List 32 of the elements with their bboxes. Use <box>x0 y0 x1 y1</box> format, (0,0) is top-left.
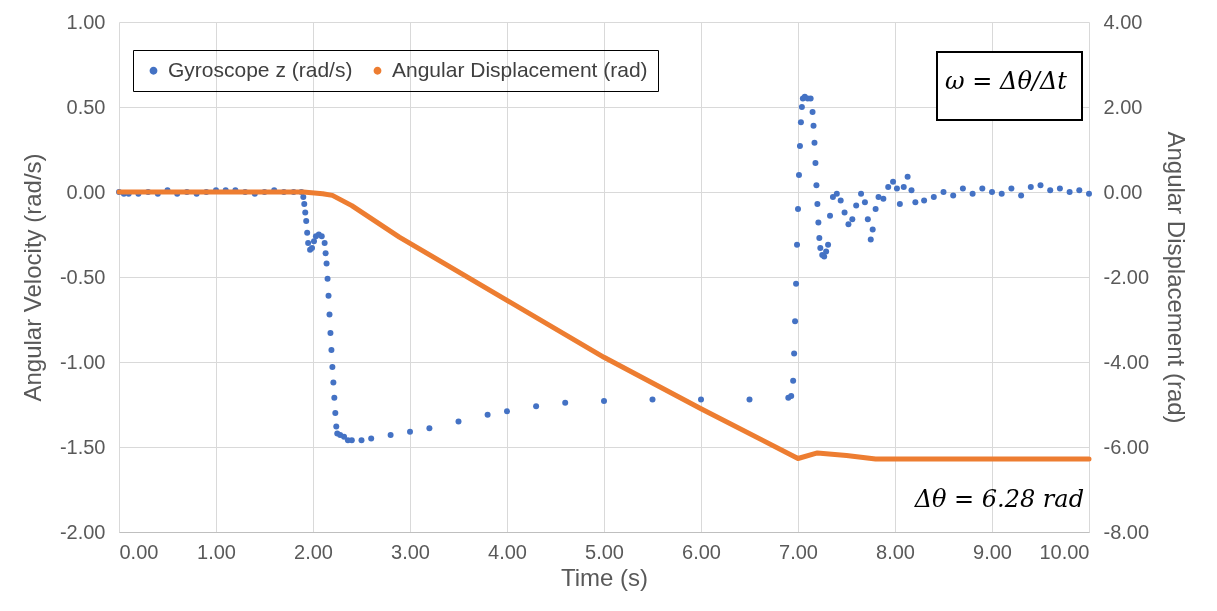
x-tick-label: 4.00 <box>488 540 527 563</box>
y-tick-label: -2.00 <box>59 520 106 543</box>
x-tick-label: 6.00 <box>682 540 721 563</box>
y-tick-label: 0.50 <box>66 95 106 118</box>
y-tick-label: -1.00 <box>59 350 106 373</box>
y2-tick-label: -6.00 <box>1103 435 1150 458</box>
annotation: Δθ = 6.28 rad <box>913 485 1084 513</box>
y-axis-title: Angular Velocity (rad/s) <box>18 153 46 402</box>
y2-tick-label: -4.00 <box>1103 350 1150 373</box>
y-tick-label: -0.50 <box>59 265 106 288</box>
x-tick-label: 0.00 <box>119 540 159 563</box>
annotation: ω = Δθ/Δt <box>945 67 1068 95</box>
x-axis-title: Time (s) <box>560 563 649 591</box>
y2-tick-label: 4.00 <box>1103 10 1143 33</box>
y2-tick-label: -2.00 <box>1103 265 1150 288</box>
x-tick-label: 10.00 <box>1039 540 1090 563</box>
x-tick-label: 8.00 <box>876 540 915 563</box>
y2-tick-label: -8.00 <box>1103 520 1150 543</box>
x-tick-label: 1.00 <box>197 540 236 563</box>
x-tick-label: 9.00 <box>973 540 1012 563</box>
x-tick-label: 5.00 <box>585 540 624 563</box>
x-tick-label: 3.00 <box>391 540 430 563</box>
x-tick-label: 7.00 <box>779 540 818 563</box>
y2-axis-title: Angular Displacement (rad) <box>1163 131 1191 424</box>
y-tick-label: -1.50 <box>59 435 106 458</box>
y-tick-label: 0.00 <box>66 180 106 203</box>
legend-label: Angular Displacement (rad) <box>392 57 648 81</box>
legend-label: Gyroscope z (rad/s) <box>168 57 353 81</box>
y2-tick-label: 2.00 <box>1103 95 1143 118</box>
x-tick-label: 2.00 <box>294 540 333 563</box>
y2-tick-label: 0.00 <box>1103 180 1143 203</box>
y-tick-label: 1.00 <box>66 10 106 33</box>
